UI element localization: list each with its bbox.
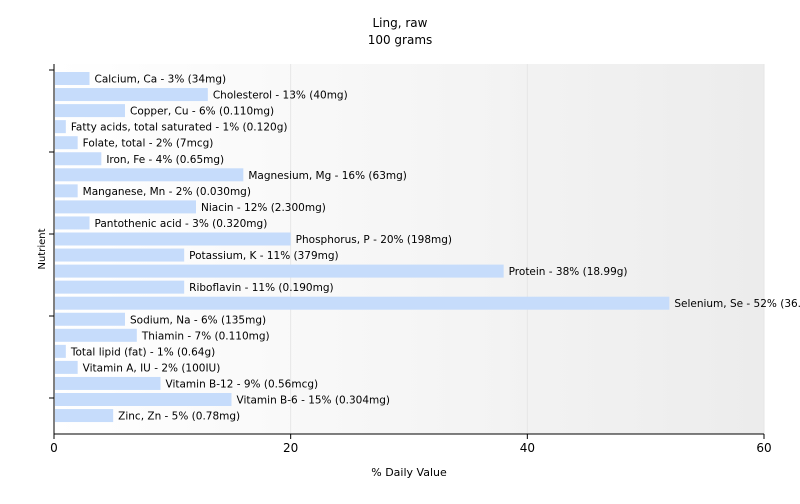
data-label: Riboflavin - 11% (0.190mg) bbox=[189, 282, 333, 294]
data-label: Folate, total - 2% (7mcg) bbox=[83, 138, 214, 150]
data-label: Vitamin B-6 - 15% (0.304mg) bbox=[237, 395, 391, 407]
data-label: Fatty acids, total saturated - 1% (0.120… bbox=[71, 122, 288, 134]
data-label: Magnesium, Mg - 16% (63mg) bbox=[248, 170, 407, 182]
data-label: Copper, Cu - 6% (0.110mg) bbox=[130, 106, 274, 118]
y-axis-title: Nutrient bbox=[37, 228, 48, 269]
chart-title: Ling, raw bbox=[373, 16, 428, 30]
bar bbox=[55, 232, 291, 246]
bar bbox=[55, 312, 125, 326]
bar bbox=[55, 216, 90, 230]
bar bbox=[55, 264, 504, 278]
grid-lines bbox=[290, 64, 765, 434]
bar bbox=[55, 409, 114, 423]
data-label: Manganese, Mn - 2% (0.030mg) bbox=[83, 186, 251, 198]
data-label: Vitamin B-12 - 9% (0.56mcg) bbox=[166, 378, 319, 390]
bar bbox=[55, 72, 90, 85]
bars bbox=[55, 72, 670, 423]
bar bbox=[55, 360, 78, 374]
data-label: Cholesterol - 13% (40mg) bbox=[213, 90, 348, 102]
bar bbox=[55, 88, 208, 102]
bar bbox=[55, 376, 161, 390]
bar bbox=[55, 184, 78, 198]
x-axis-title: % Daily Value bbox=[371, 466, 447, 479]
data-label: Total lipid (fat) - 1% (0.64g) bbox=[70, 346, 215, 358]
data-label: Vitamin A, IU - 2% (100IU) bbox=[83, 362, 221, 374]
bar bbox=[55, 120, 66, 134]
x-tick-label: 20 bbox=[283, 441, 298, 455]
x-tick-label: 0 bbox=[50, 441, 58, 455]
data-label: Niacin - 12% (2.300mg) bbox=[201, 202, 326, 214]
data-label: Protein - 38% (18.99g) bbox=[509, 266, 628, 278]
chart-subtitle: 100 grams bbox=[368, 33, 433, 47]
data-label: Potassium, K - 11% (379mg) bbox=[189, 250, 339, 262]
bar bbox=[55, 344, 66, 358]
bar bbox=[55, 104, 125, 118]
bar bbox=[55, 296, 670, 310]
bar bbox=[55, 248, 185, 262]
data-labels: Calcium, Ca - 3% (34mg) Cholesterol - 13%… bbox=[70, 74, 800, 423]
x-tick-label: 40 bbox=[520, 441, 535, 455]
data-label: Phosphorus, P - 20% (198mg) bbox=[296, 234, 452, 246]
data-label: Pantothenic acid - 3% (0.320mg) bbox=[95, 218, 268, 230]
bar bbox=[55, 200, 196, 214]
data-label: Zinc, Zn - 5% (0.78mg) bbox=[118, 411, 240, 423]
bar bbox=[55, 328, 137, 342]
x-tick-label: 60 bbox=[756, 441, 771, 455]
data-label: Iron, Fe - 4% (0.65mg) bbox=[106, 154, 224, 166]
data-label: Sodium, Na - 6% (135mg) bbox=[130, 314, 266, 326]
data-label: Calcium, Ca - 3% (34mg) bbox=[95, 74, 227, 86]
bar bbox=[55, 280, 185, 294]
bar bbox=[55, 168, 244, 182]
data-label: Selenium, Se - 52% (36.5mcg) bbox=[674, 298, 800, 310]
bar bbox=[55, 152, 102, 166]
data-label: Thiamin - 7% (0.110mg) bbox=[141, 330, 270, 342]
bar bbox=[55, 393, 232, 406]
axes: 0 20 40 60 bbox=[49, 64, 772, 455]
bar bbox=[55, 136, 78, 150]
